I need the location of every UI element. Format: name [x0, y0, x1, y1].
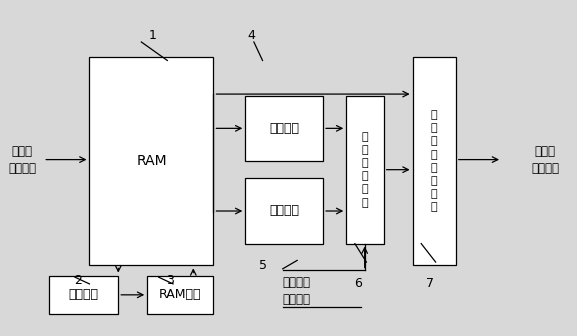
- Text: 5: 5: [258, 259, 267, 272]
- Text: 当前杂波
背景信息: 当前杂波 背景信息: [283, 276, 311, 306]
- Text: 筛选处理: 筛选处理: [269, 204, 299, 217]
- Text: 输
出
逻
辑
处
理
模
块: 输 出 逻 辑 处 理 模 块: [431, 110, 437, 212]
- Text: 恒虚警
输出数据: 恒虚警 输出数据: [531, 144, 559, 175]
- Text: 7: 7: [426, 278, 434, 290]
- Text: 门
限
产
生
模
块: 门 限 产 生 模 块: [362, 132, 368, 208]
- Bar: [245, 96, 323, 161]
- Text: 6: 6: [354, 278, 362, 290]
- Bar: [346, 96, 384, 244]
- Text: 3: 3: [166, 274, 174, 287]
- Text: 1: 1: [149, 29, 157, 42]
- Text: 4: 4: [247, 29, 255, 42]
- Text: RAM控制: RAM控制: [159, 288, 201, 301]
- Text: 参数估计: 参数估计: [269, 122, 299, 135]
- Text: 排序处理: 排序处理: [69, 288, 99, 301]
- Text: RAM: RAM: [136, 154, 167, 168]
- Bar: [89, 57, 213, 265]
- Text: 2: 2: [74, 274, 82, 287]
- Bar: [413, 57, 456, 265]
- Text: 恒虚警
输入数据: 恒虚警 输入数据: [8, 144, 36, 175]
- Bar: [49, 276, 118, 314]
- Bar: [147, 276, 213, 314]
- Bar: [245, 178, 323, 244]
